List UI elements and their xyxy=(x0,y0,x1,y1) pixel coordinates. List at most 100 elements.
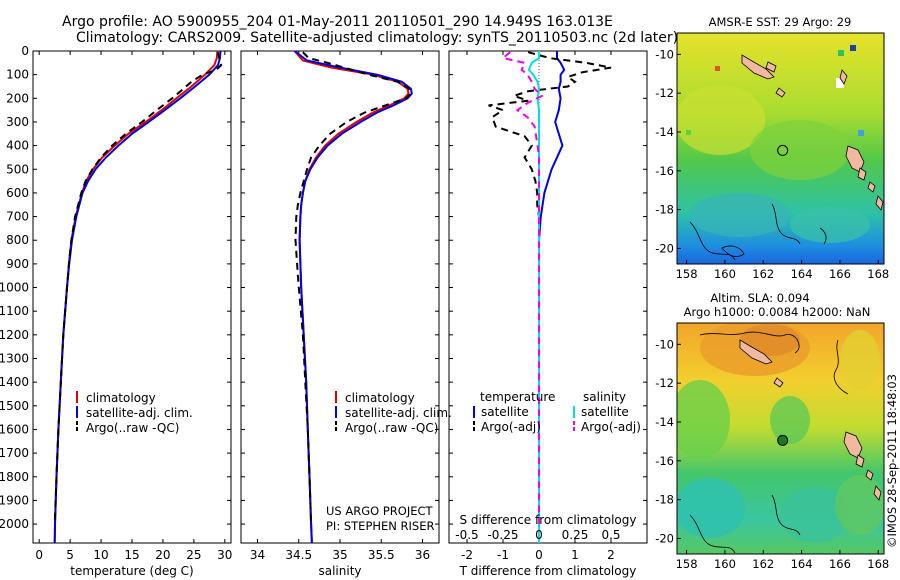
map-x-tick-label: 158 xyxy=(676,267,698,281)
header-title: Argo profile: AO 5900955_204 01-May-2011… xyxy=(62,14,613,30)
island-shape xyxy=(773,377,784,388)
map-x-tick-label: 162 xyxy=(752,267,774,281)
legend-label-satellite: satellite-adj. clim. xyxy=(86,406,193,420)
map-x-tick-label: 166 xyxy=(829,557,851,571)
x-tick-label: 0 xyxy=(535,548,543,562)
island-shape xyxy=(839,69,848,85)
map-x-tick-label: 166 xyxy=(829,267,851,281)
y-tick-label: 1400 xyxy=(0,375,29,389)
sla-map-title: Altim. SLA: 0.094 xyxy=(710,291,809,305)
pi-label: PI: STEPHEN RISER xyxy=(326,519,435,533)
map-y-tick-label: -16 xyxy=(655,164,674,178)
y-tick-label: 1300 xyxy=(0,352,29,366)
difference-secondary-ticks: -0.5 -0.25 0 0.25 0.5 xyxy=(455,528,620,542)
y-tick-label: 700 xyxy=(6,210,29,224)
contour-line xyxy=(721,245,745,257)
difference-secondary-label: S difference from climatology xyxy=(460,513,637,527)
map-x-tick-label: 162 xyxy=(752,557,774,571)
temperature-x-ticks: 0 5 10 15 20 25 30 xyxy=(35,51,232,562)
y-tick-label: 400 xyxy=(6,139,29,153)
legend-label-sal-satellite: satellite xyxy=(581,405,629,419)
x-tick-label: 0 xyxy=(35,548,43,562)
sst-map-frame xyxy=(676,32,885,265)
y-tick-label: 1700 xyxy=(0,446,29,460)
legend-label-sal-argo: Argo(-adj) xyxy=(581,420,641,434)
y-tick-label: 2000 xyxy=(0,517,29,531)
legend-header-salinity: salinity xyxy=(583,390,626,404)
y-tick-label: 1500 xyxy=(0,399,29,413)
sla-map-subtitle: Argo h1000: 0.0084 h2000: NaN xyxy=(684,305,871,319)
sla-profile-location xyxy=(777,434,789,446)
sst-cool-patch xyxy=(790,207,870,243)
island-shape xyxy=(875,195,884,211)
island-shape xyxy=(775,87,786,98)
difference-axes xyxy=(448,50,648,544)
contour-line xyxy=(689,514,736,554)
x-tick-label: 36 xyxy=(415,548,430,562)
sst-missing-pixel xyxy=(836,78,844,88)
sst-land-pixel xyxy=(850,45,856,51)
island-shape xyxy=(765,61,777,73)
sst-profile-location xyxy=(777,144,789,156)
sla-mid-patch xyxy=(677,380,730,460)
map-y-tick-label: -20 xyxy=(655,241,674,255)
sst-map-title: AMSR-E SST: 29 Argo: 29 xyxy=(709,15,852,29)
contour-line xyxy=(819,227,827,245)
salinity-y-ticks xyxy=(241,50,439,525)
y-tick-label: 0 xyxy=(21,44,29,58)
island-shape xyxy=(857,167,867,181)
y-tick-label: 1100 xyxy=(0,304,29,318)
y-tick-label: 200 xyxy=(6,91,29,105)
map-x-tick-label: 168 xyxy=(867,267,889,281)
island-shape xyxy=(739,339,773,365)
y-tick-label: 100 xyxy=(6,68,29,82)
temperature-series xyxy=(53,50,223,544)
map-x-tick-label: 168 xyxy=(867,557,889,571)
series-line-salinity-argo-adj xyxy=(500,51,544,525)
map-x-tick-label: 164 xyxy=(791,267,813,281)
legend-label-satellite: satellite-adj. clim. xyxy=(345,406,452,420)
map-y-tick-label: -14 xyxy=(655,125,674,139)
sst-land-pixel xyxy=(858,130,864,136)
sst-land-pixel xyxy=(686,130,691,135)
x-tick-label: 20 xyxy=(155,548,170,562)
difference-legend: temperature salinity satellite Argo(-adj… xyxy=(473,390,641,434)
sla-mid-patch xyxy=(835,475,884,535)
y-tick-label: 1800 xyxy=(0,470,29,484)
contour-line xyxy=(699,331,800,354)
x-tick-label: 10 xyxy=(93,548,108,562)
island-shape xyxy=(855,454,865,468)
y-tick-label: 300 xyxy=(6,115,29,129)
secondary-tick-label: 0 xyxy=(535,528,543,542)
sla-low-patch xyxy=(780,487,850,543)
y-tick-label: 1000 xyxy=(0,281,29,295)
map-x-tick-label: 164 xyxy=(791,557,813,571)
sst-map-ticks: 158 160 162 164 166 168 -10 -12 -14 -16 -18 -20 xyxy=(655,47,889,281)
difference-series xyxy=(488,51,612,543)
secondary-tick-label: -0.25 xyxy=(487,528,518,542)
header-subtitle: Climatology: CARS2009. Satellite-adjuste… xyxy=(76,30,678,46)
temperature-y-ticks: 0 100 200 300 400 500 600 700 800 900 1000 1100 1200… xyxy=(0,44,231,531)
x-tick-label: 25 xyxy=(186,548,201,562)
y-tick-label: 1600 xyxy=(0,422,29,436)
x-tick-label: 34.5 xyxy=(285,548,312,562)
y-tick-label: 800 xyxy=(6,233,29,247)
series-line-satellite-adj-clim xyxy=(53,50,222,544)
sst-land-pixel xyxy=(715,66,720,71)
legend-header-temperature: temperature xyxy=(480,390,555,404)
imos-stamp: ©IMOS 28-Sep-2011 18:48:03 xyxy=(885,374,899,548)
secondary-tick-label: 0.5 xyxy=(601,528,620,542)
legend-label-climatology: climatology xyxy=(86,391,156,405)
temperature-legend: climatology satellite-adj. clim. Argo(..… xyxy=(76,391,193,435)
y-tick-label: 500 xyxy=(6,162,29,176)
y-tick-label: 600 xyxy=(6,186,29,200)
secondary-tick-label: -0.5 xyxy=(455,528,478,542)
secondary-tick-label: 0.25 xyxy=(562,528,589,542)
salinity-series xyxy=(293,50,413,544)
map-y-tick-label: -12 xyxy=(655,376,674,390)
sla-mid-patch xyxy=(840,330,880,390)
salinity-axes xyxy=(240,50,440,544)
map-y-tick-label: -20 xyxy=(655,531,674,545)
map-y-tick-label: -14 xyxy=(655,415,674,429)
